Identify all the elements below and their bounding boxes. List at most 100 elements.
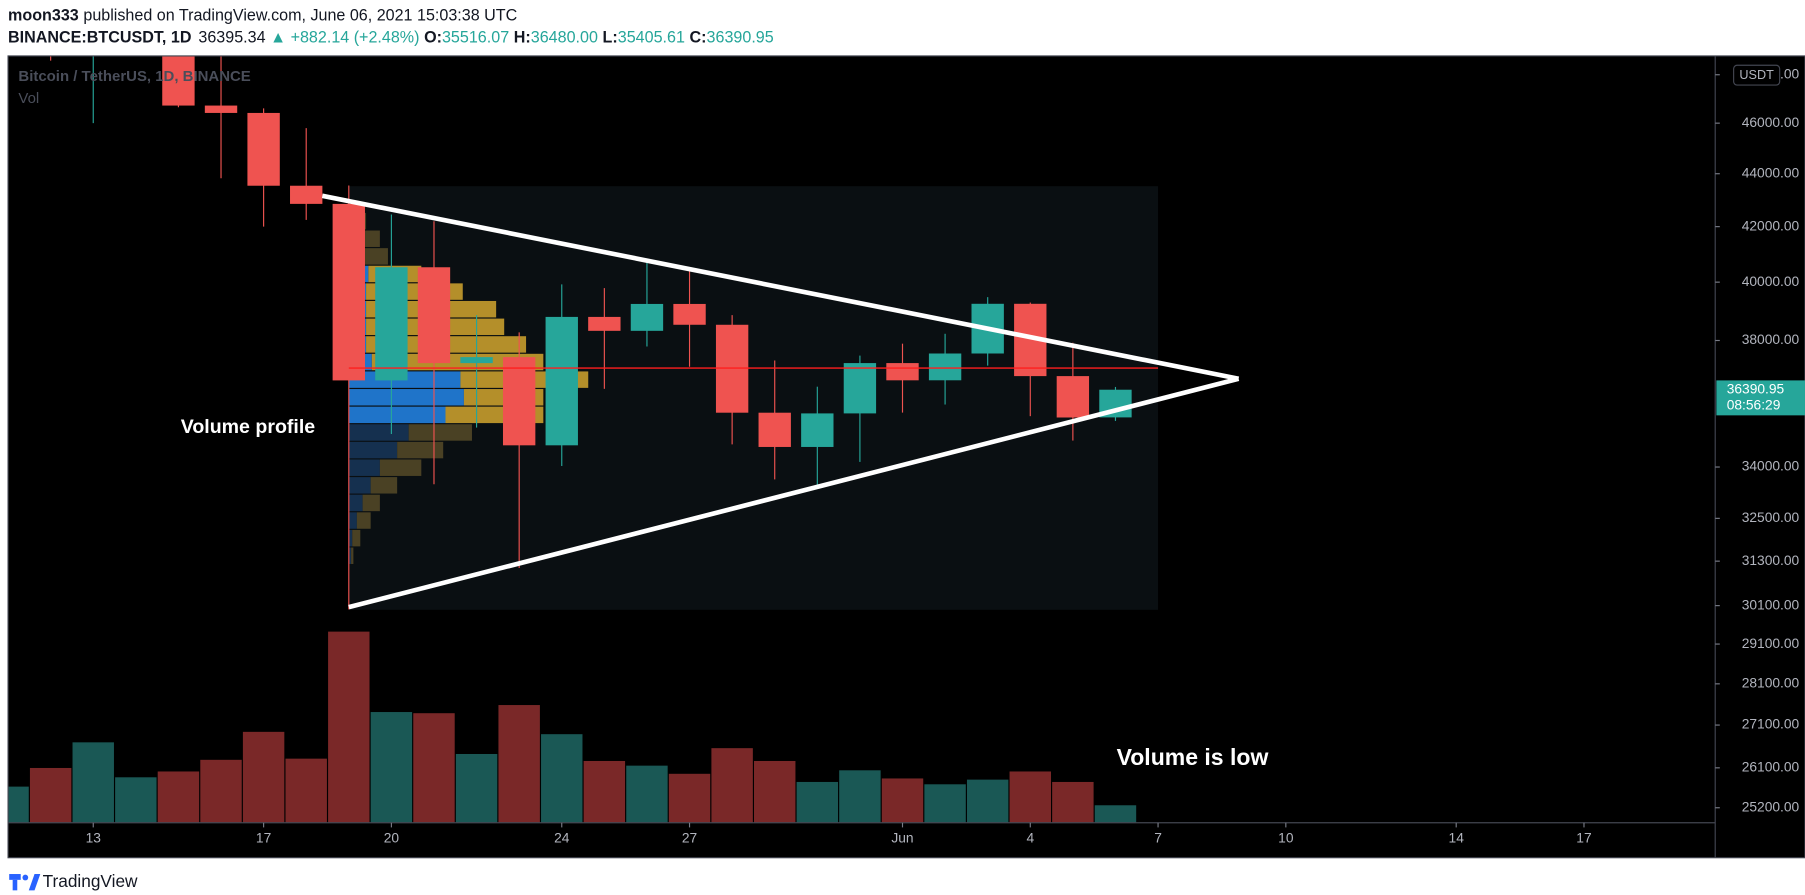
volume-bar [711, 748, 753, 823]
y-tick-label: 46000.00 [1742, 114, 1800, 130]
candle-body [204, 105, 238, 113]
candle-body [801, 413, 834, 447]
volume-bar [1094, 805, 1137, 823]
profile-up [348, 494, 363, 512]
candle-body [673, 303, 706, 325]
y-tick-label: 38000.00 [1742, 331, 1800, 347]
candle-body [630, 303, 664, 331]
profile-up [348, 389, 464, 406]
logo: TradingView [9, 871, 138, 891]
x-tick-label: 20 [384, 830, 400, 846]
y-tick-label: 44000.00 [1742, 164, 1800, 180]
published: published on TradingView.com, June 06, 2… [83, 7, 517, 25]
volume-bar [8, 786, 29, 823]
x-tick-label: 14 [1449, 830, 1465, 846]
candle-body [417, 267, 451, 364]
annotation: Volume profile [181, 416, 315, 438]
profile-up [348, 424, 409, 441]
volume-bar [328, 631, 370, 823]
ohlc-label: O: [424, 29, 442, 47]
trend-line [321, 193, 1240, 382]
volume-bar [370, 712, 413, 823]
volume-bar [924, 784, 966, 823]
volume-bar [115, 777, 157, 823]
volume-bar [455, 753, 498, 823]
volume-bar [29, 767, 72, 823]
volume-bar [242, 731, 285, 823]
profile-down [352, 529, 361, 547]
y-tick-label: 26100.00 [1742, 758, 1800, 774]
candle-body [332, 203, 365, 381]
volume-bar [72, 742, 114, 823]
candle-body [928, 353, 962, 381]
profile-up [348, 406, 446, 424]
trend-line [348, 376, 1240, 610]
x-tick-label: 17 [1576, 830, 1592, 846]
last-price-box [1716, 380, 1805, 416]
volume-bar [583, 760, 626, 823]
badge-box [1733, 64, 1781, 86]
logo-mark [9, 874, 21, 880]
profile-up [348, 529, 353, 547]
legend-volume: Vol [18, 90, 39, 107]
volume-bar [157, 771, 200, 823]
profile-down [379, 459, 422, 476]
volume-bar [413, 713, 455, 823]
ohlc-label: H: [514, 29, 531, 47]
change: ▲ +882.14 (+2.48%) [270, 29, 419, 47]
y-tick-label: 29100.00 [1742, 635, 1800, 651]
candle-body [502, 357, 536, 446]
profile-down [362, 494, 380, 512]
volume-bar [668, 773, 711, 823]
profile-down [408, 424, 472, 441]
y-tick-label: 25200.00 [1742, 798, 1800, 814]
currency-badge: USDT [1733, 64, 1781, 86]
volume-bar [541, 734, 583, 823]
profile-down [397, 441, 444, 459]
ohlc-value: 35516.07 [442, 29, 509, 47]
drawings [321, 193, 1240, 610]
profile-up [348, 512, 357, 529]
logo-mark [22, 874, 29, 881]
y-tick-label: 31300.00 [1742, 552, 1800, 568]
y-tick-label: 30100.00 [1742, 596, 1800, 612]
symbol-line: BINANCE:BTCUSDT, 1D 36395.34 ▲ +882.14 (+2… [8, 29, 774, 47]
logo-mark [28, 874, 41, 891]
candle-body [758, 412, 791, 447]
candle-body [588, 316, 621, 331]
ohlc-label: L: [603, 29, 618, 47]
x-tick-label: 13 [86, 830, 102, 846]
x-tick-label: Jun [891, 830, 913, 846]
profile-down [351, 547, 354, 564]
candle-body [843, 363, 877, 414]
y-tick-label: 34000.00 [1742, 458, 1800, 474]
volume-bar [754, 760, 796, 823]
volume-bar [796, 781, 839, 823]
volume-bar [966, 779, 1009, 823]
candle-body [545, 316, 578, 446]
candle-body [460, 357, 493, 364]
author: moon333 [8, 7, 79, 25]
profile-down [356, 512, 371, 529]
x-tick-label: 24 [554, 830, 570, 846]
volume-bar [881, 778, 924, 823]
y-tick-label: 32500.00 [1742, 509, 1800, 525]
volume-bar [1009, 771, 1051, 823]
x-tick-label: 17 [256, 830, 272, 846]
ohlc-value: 35405.61 [618, 29, 685, 47]
profile-up [348, 477, 371, 494]
profile-down [370, 477, 398, 494]
profile-up [348, 459, 380, 476]
brand: TradingView [43, 871, 138, 891]
last-price-label: 36390.95 [1727, 380, 1785, 396]
y-tick-label: 28100.00 [1742, 674, 1800, 690]
plot-area [8, 55, 1159, 823]
candle-body [886, 363, 919, 381]
volume-bar [285, 758, 327, 823]
logo-mark [12, 879, 18, 891]
candle-body [290, 185, 323, 204]
volume-bar [626, 765, 668, 823]
y-tick-label: 27100.00 [1742, 716, 1800, 732]
x-tick-label: 27 [682, 830, 698, 846]
